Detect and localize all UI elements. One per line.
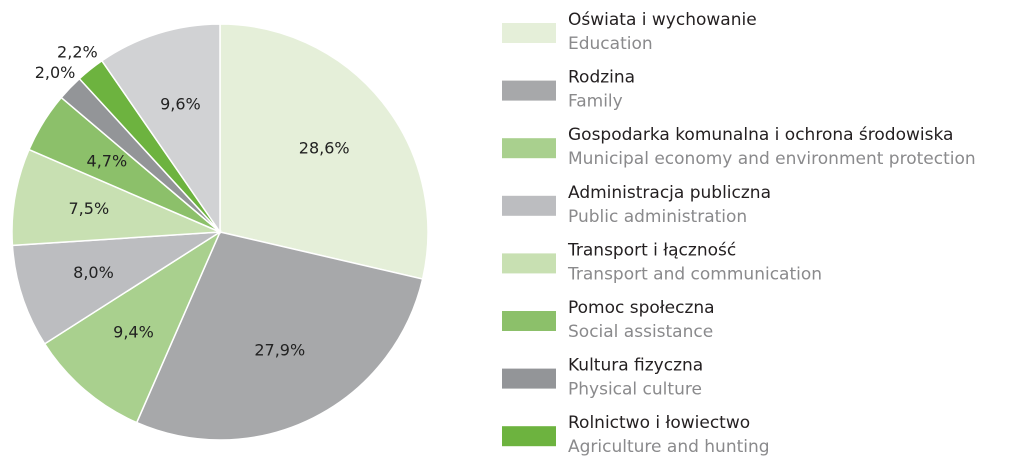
pie-slice — [43, 230, 222, 424]
pie-slice — [219, 23, 429, 280]
legend-label: Kultura fizyczna — [568, 356, 703, 376]
legend-label: Administracja publiczna — [568, 183, 771, 203]
legend-swatch — [502, 80, 556, 101]
legend-label-en: Social assistance — [568, 322, 713, 342]
legend-label-en: Transport and communication — [567, 264, 822, 284]
legend-swatch — [502, 368, 556, 389]
pie-slice — [11, 231, 221, 345]
legend-swatch — [502, 426, 556, 447]
legend-swatch — [502, 195, 556, 216]
legend-label: Rolnictwo i łowiectwo — [568, 413, 750, 433]
value-label: 8,0% — [73, 263, 114, 282]
legend-label-en: Municipal economy and environment protec… — [568, 149, 976, 169]
pie-slice — [100, 23, 221, 235]
value-label: 9,4% — [113, 323, 154, 342]
value-label: 7,5% — [69, 199, 110, 218]
legend-swatch — [502, 311, 556, 331]
legend-label: Gospodarka komunalna i ochrona środowisk… — [568, 125, 953, 145]
legend-swatch — [502, 138, 556, 159]
pie-slice — [11, 148, 221, 247]
legend-label: Transport i łączność — [567, 240, 736, 260]
legend-label: Pomoc społeczna — [568, 298, 715, 318]
legend-label: Oświata i wychowanie — [568, 10, 757, 30]
value-label: 28,6% — [299, 139, 350, 158]
legend-label-en: Family — [568, 92, 623, 112]
value-label: 9,6% — [160, 94, 201, 113]
value-label: 2,2% — [57, 43, 98, 62]
legend-label-en: Agriculture and hunting — [568, 437, 770, 457]
legend-label: Rodzina — [568, 68, 635, 88]
legend-swatch — [502, 253, 556, 274]
value-label: 2,0% — [35, 63, 76, 82]
legend-label-en: Education — [568, 34, 653, 54]
value-label: 27,9% — [254, 340, 305, 359]
value-label: 4,7% — [87, 151, 128, 170]
legend-label-en: Physical culture — [568, 380, 702, 400]
pie-slice — [135, 231, 424, 441]
legend-swatch — [502, 23, 556, 43]
legend-label-en: Public administration — [568, 207, 747, 227]
